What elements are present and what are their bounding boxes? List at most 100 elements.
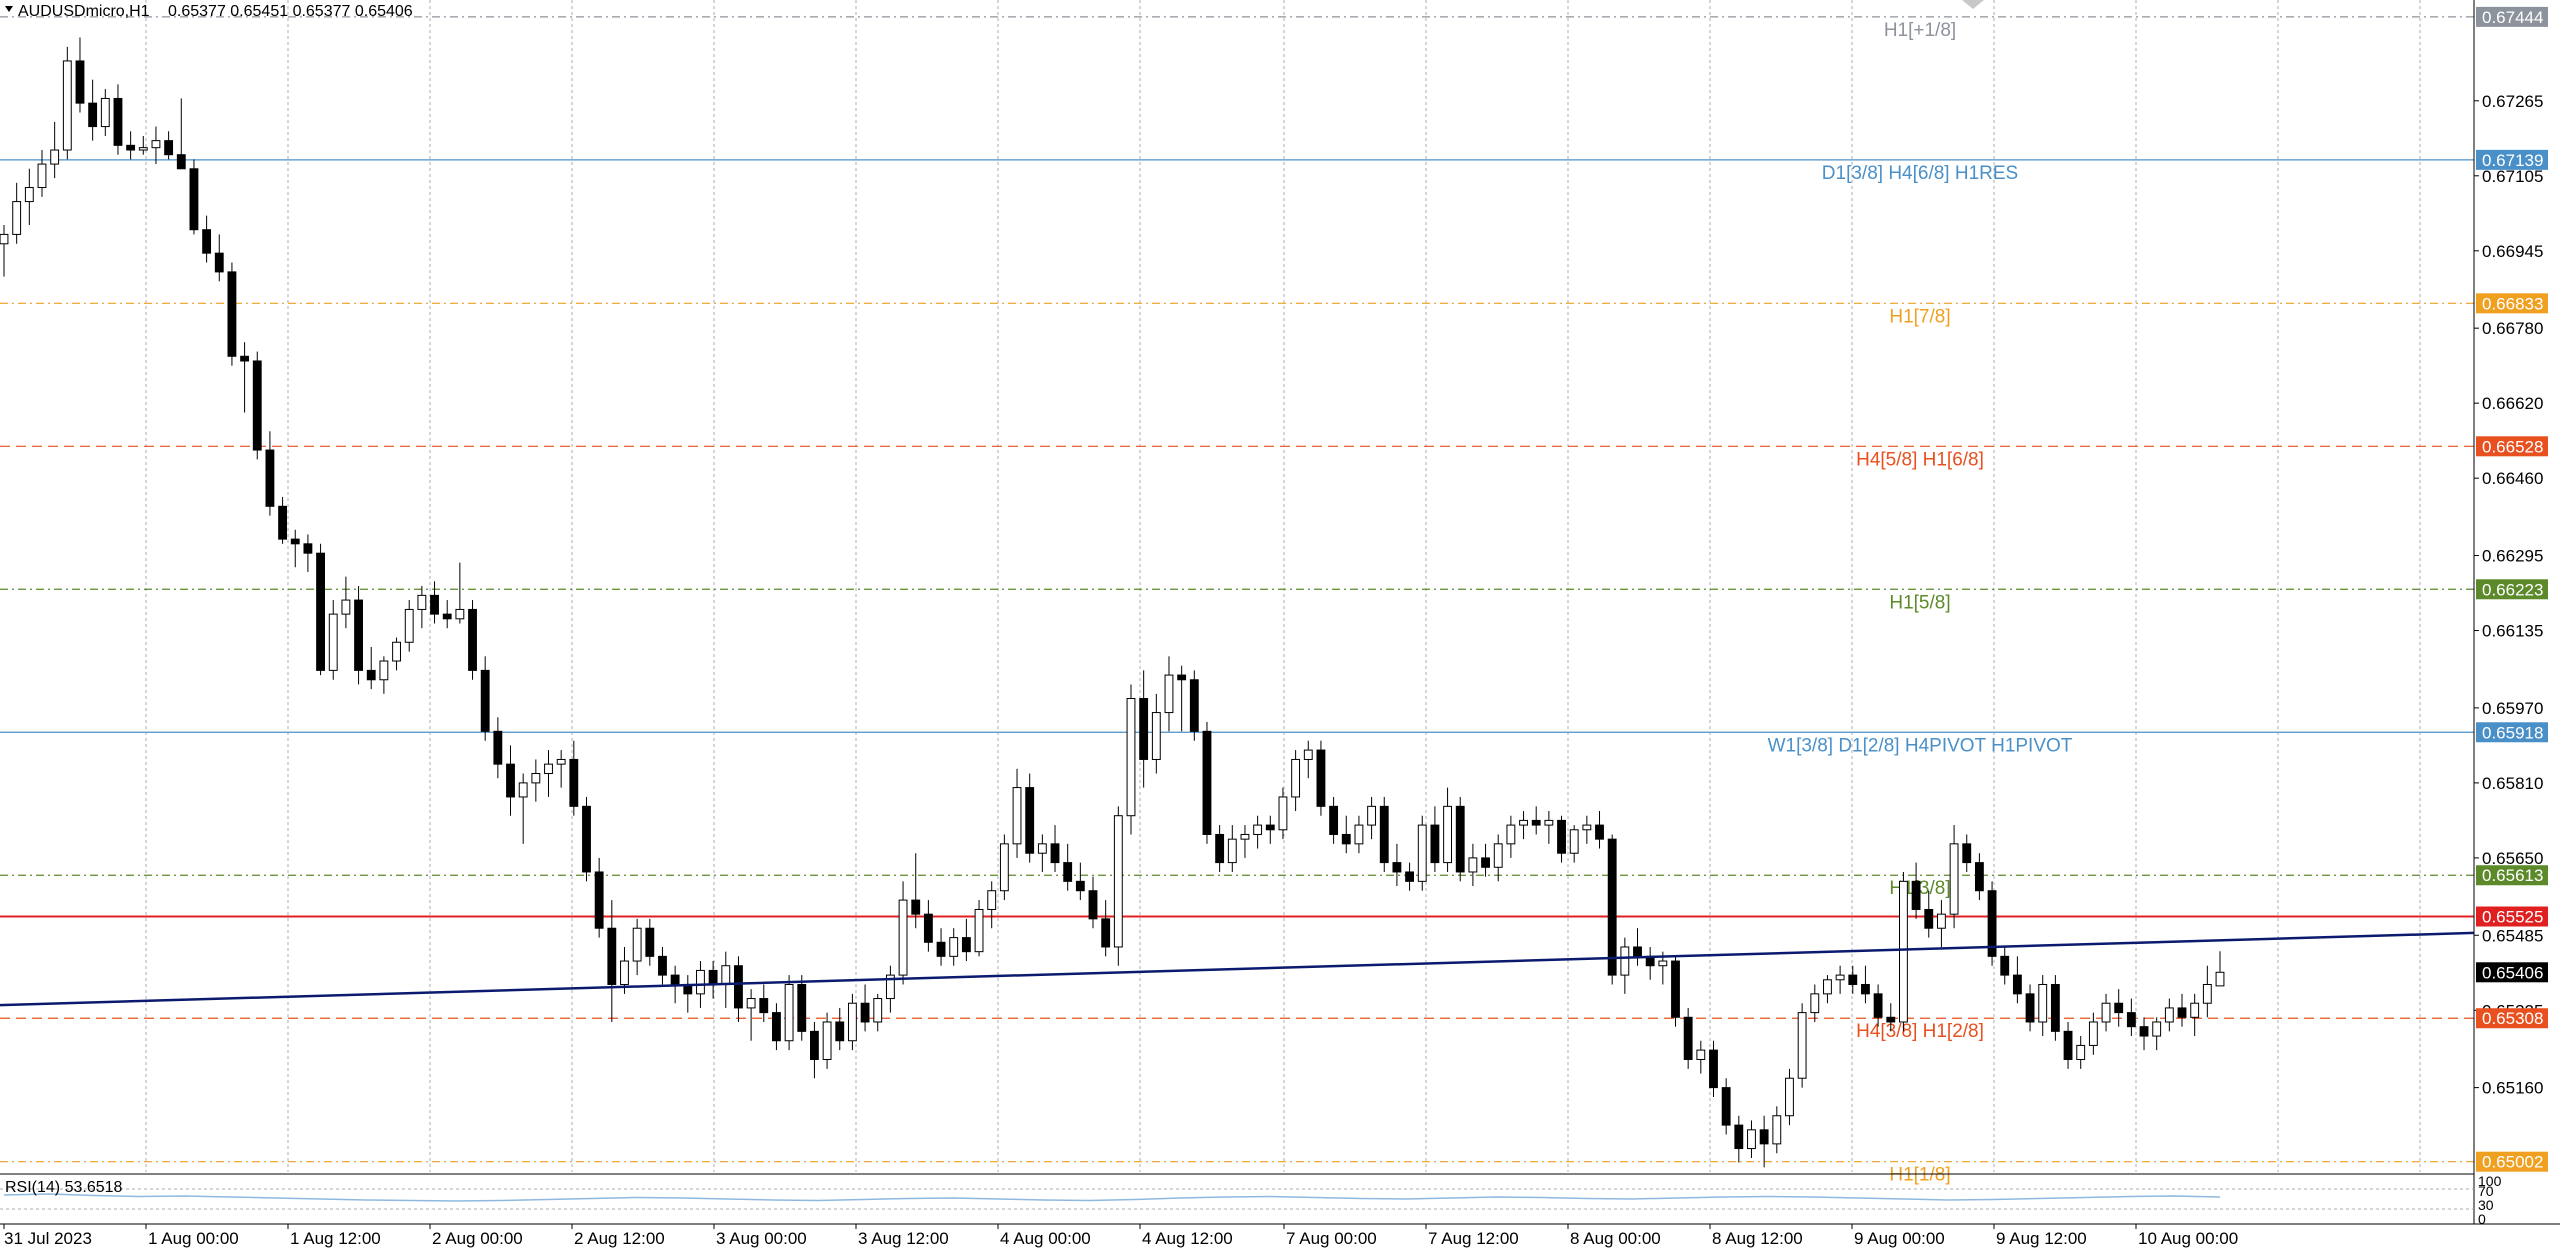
- candle-body[interactable]: [1303, 749, 1313, 760]
- candle[interactable]: [151, 126, 161, 165]
- candle[interactable]: [1050, 825, 1060, 872]
- candle-body[interactable]: [999, 843, 1009, 892]
- candle-body[interactable]: [1417, 824, 1427, 882]
- candle-body[interactable]: [176, 154, 186, 170]
- candle[interactable]: [2101, 993, 2111, 1032]
- candle[interactable]: [1215, 825, 1225, 872]
- candle-body[interactable]: [1126, 698, 1136, 817]
- candle-body[interactable]: [1683, 1016, 1693, 1060]
- candle-body[interactable]: [240, 355, 250, 362]
- candle[interactable]: [2114, 989, 2124, 1027]
- candle[interactable]: [1899, 871, 1908, 1032]
- candle-body[interactable]: [113, 97, 123, 146]
- candle-body[interactable]: [303, 543, 313, 554]
- candle[interactable]: [1886, 1003, 1896, 1032]
- candle-body[interactable]: [265, 449, 275, 507]
- candle[interactable]: [1607, 834, 1617, 985]
- candle[interactable]: [1012, 768, 1022, 858]
- candle-body[interactable]: [949, 937, 959, 957]
- candle-body[interactable]: [379, 660, 389, 681]
- candle-body[interactable]: [885, 974, 895, 1000]
- candle-body[interactable]: [2139, 1026, 2149, 1037]
- candle[interactable]: [1025, 773, 1035, 863]
- candle-body[interactable]: [1367, 805, 1377, 826]
- candle[interactable]: [1417, 815, 1427, 891]
- candle-body[interactable]: [2126, 1012, 2136, 1028]
- candle[interactable]: [772, 1003, 781, 1051]
- candle-body[interactable]: [974, 908, 984, 953]
- candle[interactable]: [1063, 843, 1073, 891]
- candle[interactable]: [822, 1012, 832, 1069]
- candle-body[interactable]: [1899, 880, 1908, 1023]
- candle-body[interactable]: [2076, 1044, 2086, 1060]
- candle[interactable]: [480, 656, 490, 741]
- candle[interactable]: [1582, 815, 1592, 844]
- candle[interactable]: [1974, 853, 1984, 901]
- candle[interactable]: [1949, 825, 1959, 929]
- candle-body[interactable]: [2025, 993, 2035, 1023]
- candle-body[interactable]: [569, 758, 579, 807]
- candle-body[interactable]: [1569, 829, 1579, 854]
- candle-body[interactable]: [1063, 862, 1073, 882]
- candle-body[interactable]: [1253, 824, 1263, 835]
- candle[interactable]: [50, 121, 60, 179]
- candle-body[interactable]: [1873, 993, 1883, 1018]
- candle[interactable]: [936, 928, 946, 966]
- candle[interactable]: [1683, 1007, 1693, 1069]
- candle[interactable]: [1721, 1078, 1731, 1135]
- candle[interactable]: [582, 796, 591, 882]
- candle-body[interactable]: [1164, 674, 1174, 714]
- candle-body[interactable]: [1633, 946, 1642, 957]
- candle-body[interactable]: [594, 871, 604, 929]
- candle[interactable]: [1367, 796, 1377, 840]
- candle-body[interactable]: [50, 149, 60, 165]
- candle-body[interactable]: [1974, 862, 1984, 892]
- candle[interactable]: [2190, 993, 2200, 1037]
- candle[interactable]: [847, 993, 857, 1051]
- candle[interactable]: [214, 234, 224, 282]
- candle[interactable]: [88, 79, 98, 141]
- candle-body[interactable]: [1595, 824, 1604, 840]
- candle[interactable]: [100, 89, 110, 136]
- candle[interactable]: [75, 37, 85, 113]
- candle[interactable]: [1671, 956, 1680, 1027]
- candle-body[interactable]: [37, 163, 47, 189]
- candle-body[interactable]: [2202, 983, 2212, 1004]
- candle-body[interactable]: [1202, 730, 1212, 835]
- candle-body[interactable]: [1392, 862, 1402, 873]
- candle[interactable]: [12, 182, 22, 244]
- candle[interactable]: [252, 351, 262, 460]
- candle-body[interactable]: [961, 937, 971, 953]
- candle-body[interactable]: [2050, 983, 2060, 1032]
- candle[interactable]: [1177, 665, 1187, 732]
- candle-body[interactable]: [708, 969, 718, 985]
- candle[interactable]: [442, 600, 452, 629]
- candle-body[interactable]: [987, 890, 997, 910]
- candle[interactable]: [430, 581, 439, 624]
- symbol-dropdown-icon[interactable]: [5, 6, 13, 12]
- candle-body[interactable]: [632, 927, 642, 962]
- candle-body[interactable]: [1405, 871, 1415, 882]
- candle[interactable]: [1316, 740, 1326, 816]
- candle[interactable]: [835, 1007, 845, 1051]
- candle[interactable]: [1265, 815, 1275, 844]
- candle[interactable]: [303, 534, 313, 572]
- candle-body[interactable]: [1949, 843, 1959, 915]
- candle-body[interactable]: [2000, 955, 2010, 976]
- candle-body[interactable]: [88, 102, 98, 128]
- candle-body[interactable]: [1177, 674, 1187, 681]
- scroll-shift-icon[interactable]: [1962, 0, 1984, 9]
- candle-body[interactable]: [126, 144, 136, 151]
- candle[interactable]: [2025, 984, 2035, 1032]
- candle[interactable]: [1911, 862, 1921, 919]
- candle-body[interactable]: [1620, 946, 1630, 976]
- candle-body[interactable]: [1797, 1012, 1807, 1079]
- candle-body[interactable]: [2177, 1007, 2187, 1018]
- candle[interactable]: [290, 529, 300, 568]
- candle[interactable]: [1493, 834, 1503, 882]
- candle-body[interactable]: [480, 669, 490, 732]
- candle-body[interactable]: [468, 608, 477, 671]
- candle[interactable]: [1987, 881, 1997, 966]
- candle-body[interactable]: [202, 229, 212, 254]
- candle-body[interactable]: [797, 983, 807, 1032]
